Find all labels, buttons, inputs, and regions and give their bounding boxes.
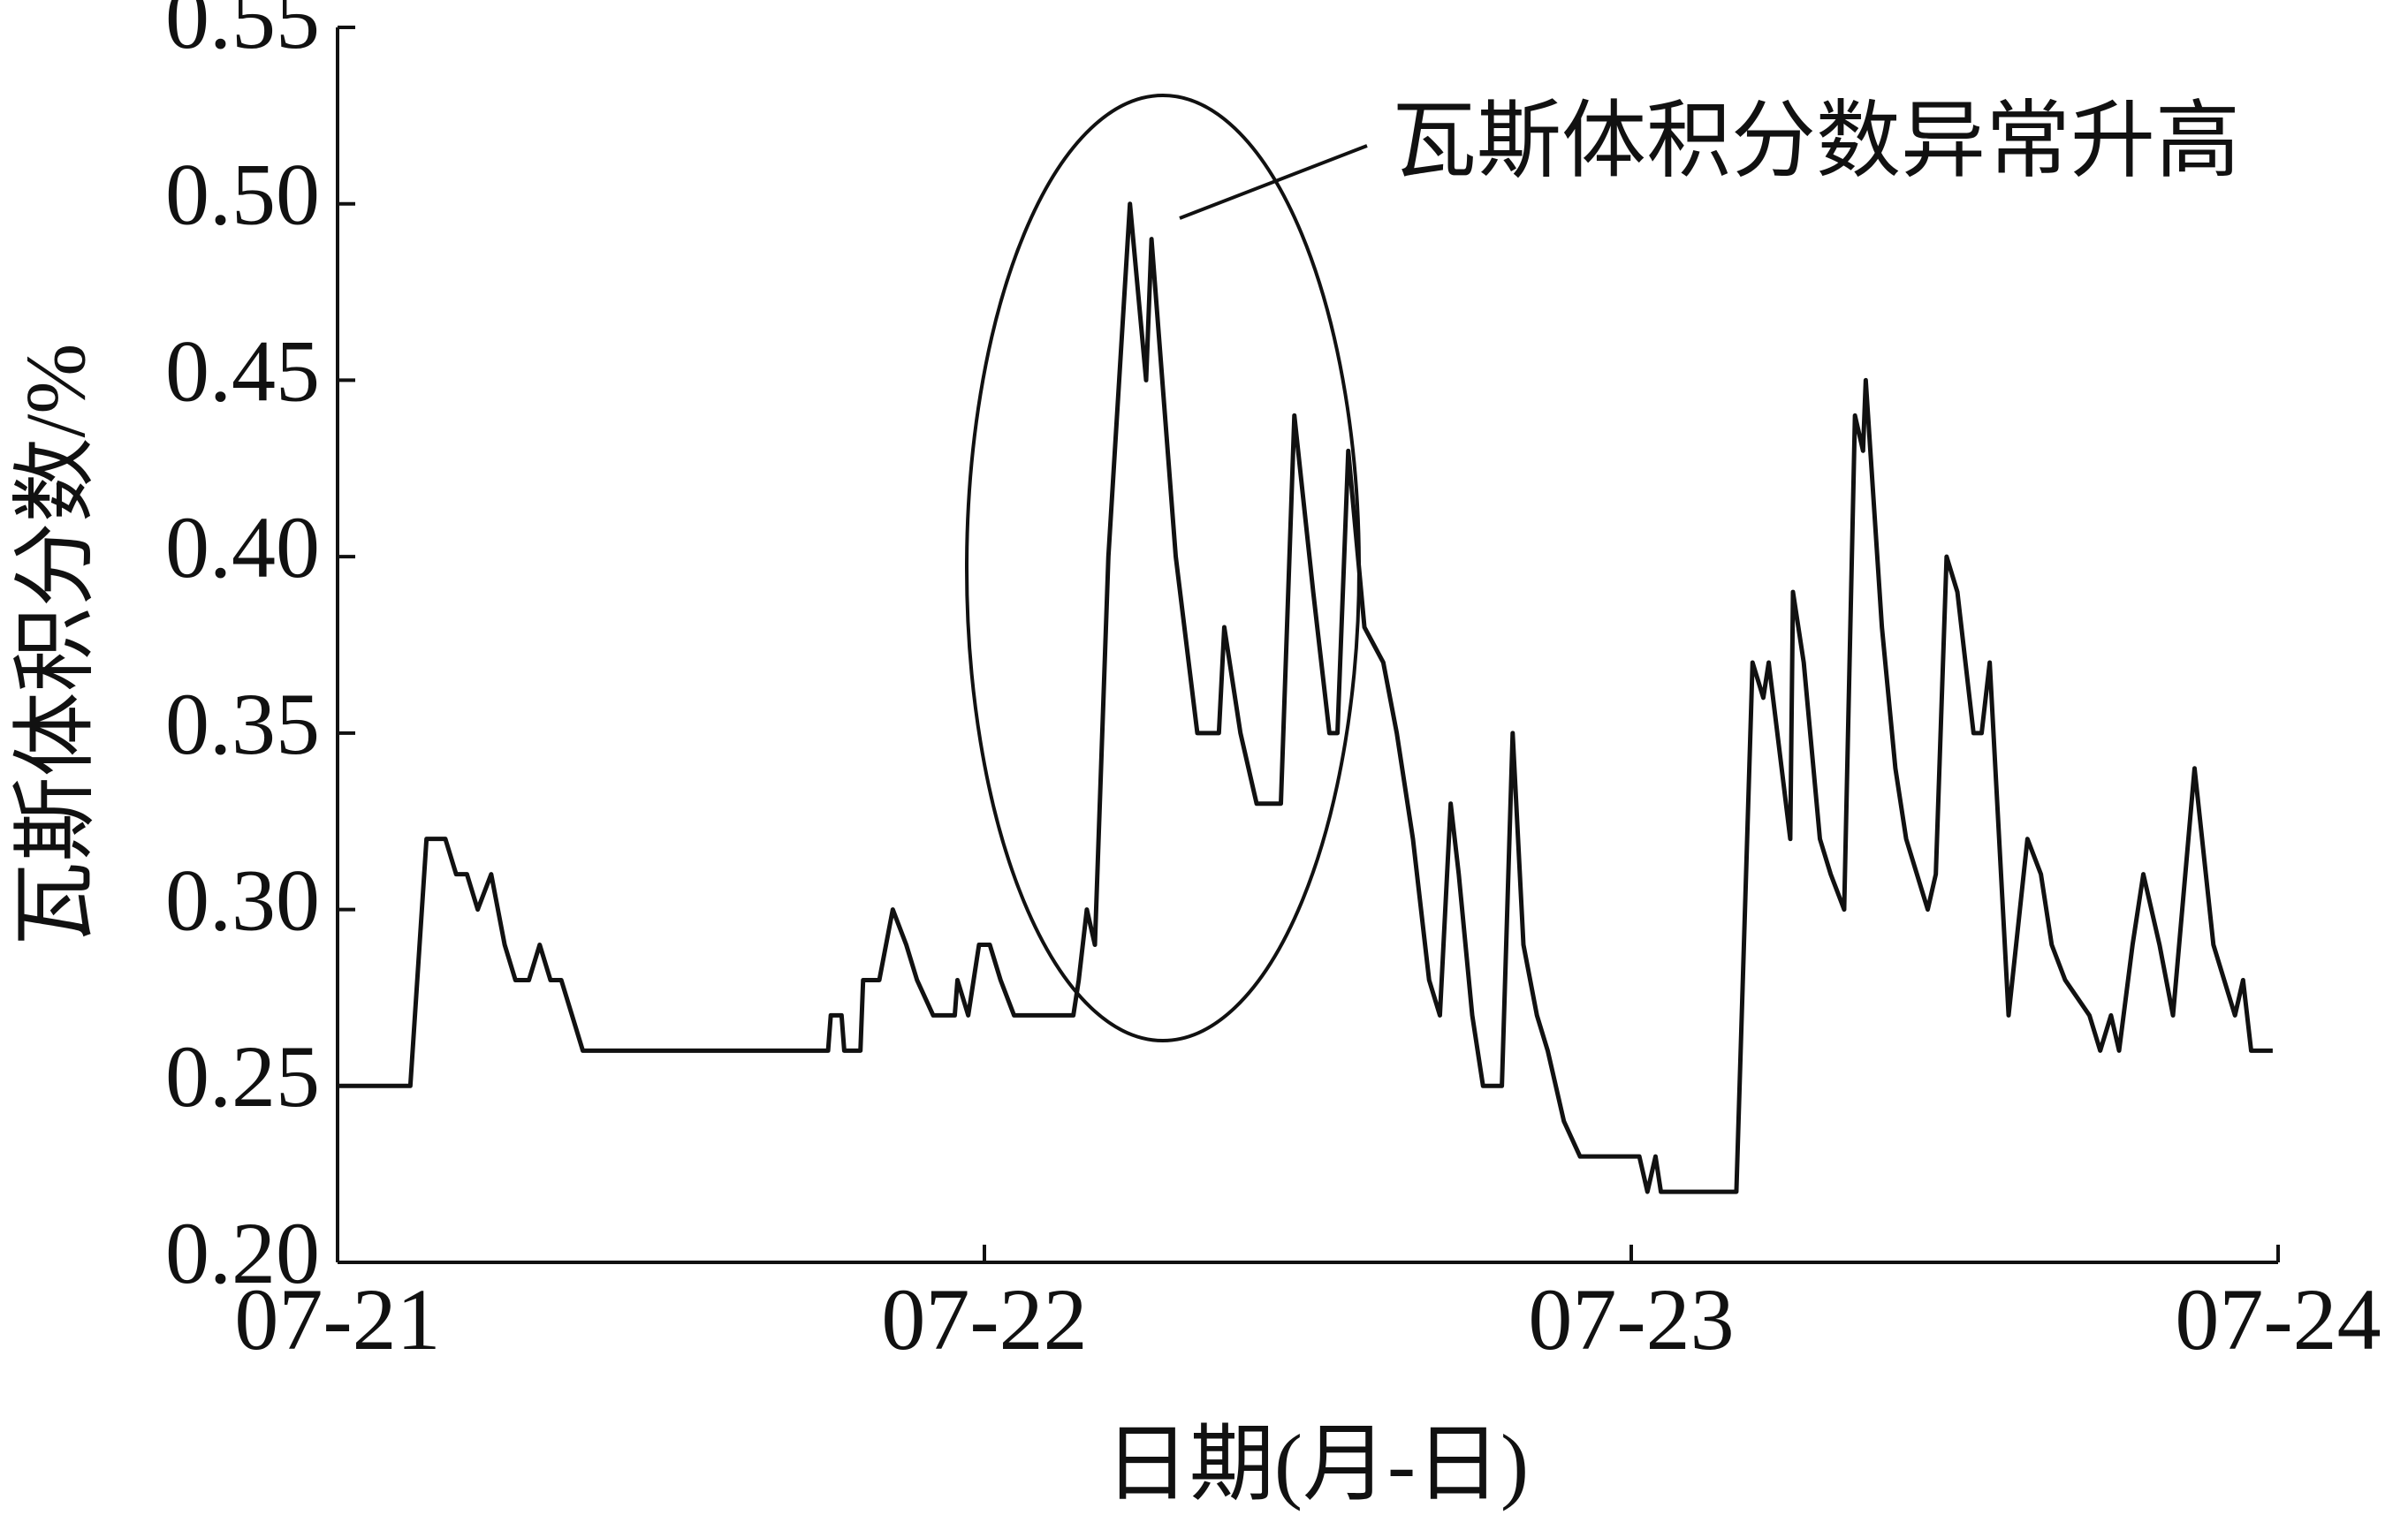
- highlight-ellipse: [965, 94, 1361, 1042]
- y-tick-label: 0.55: [165, 0, 320, 67]
- y-tick-label: 0.30: [165, 852, 320, 950]
- y-tick-label: 0.20: [165, 1204, 320, 1302]
- y-tick-label: 0.40: [165, 498, 320, 596]
- y-tick-label: 0.25: [165, 1027, 320, 1125]
- annotation: 瓦斯体积分数异常升高: [1392, 94, 2240, 188]
- y-tick-label: 0.45: [165, 322, 320, 420]
- y-tick-label: 0.50: [165, 146, 320, 244]
- x-tick-label: 07-21: [234, 1270, 440, 1368]
- x-tick-label: 07-22: [881, 1270, 1087, 1368]
- y-tick-label: 0.35: [165, 675, 320, 773]
- annotation-leader: [1179, 144, 1368, 220]
- y-axis-label: 瓦斯体积分数/%: [8, 344, 103, 947]
- x-axis-label: 日期(月-日): [1105, 1417, 1529, 1511]
- x-tick-label: 07-24: [2175, 1270, 2381, 1368]
- x-tick-label: 07-23: [1528, 1270, 1734, 1368]
- data-line: [338, 201, 2273, 1194]
